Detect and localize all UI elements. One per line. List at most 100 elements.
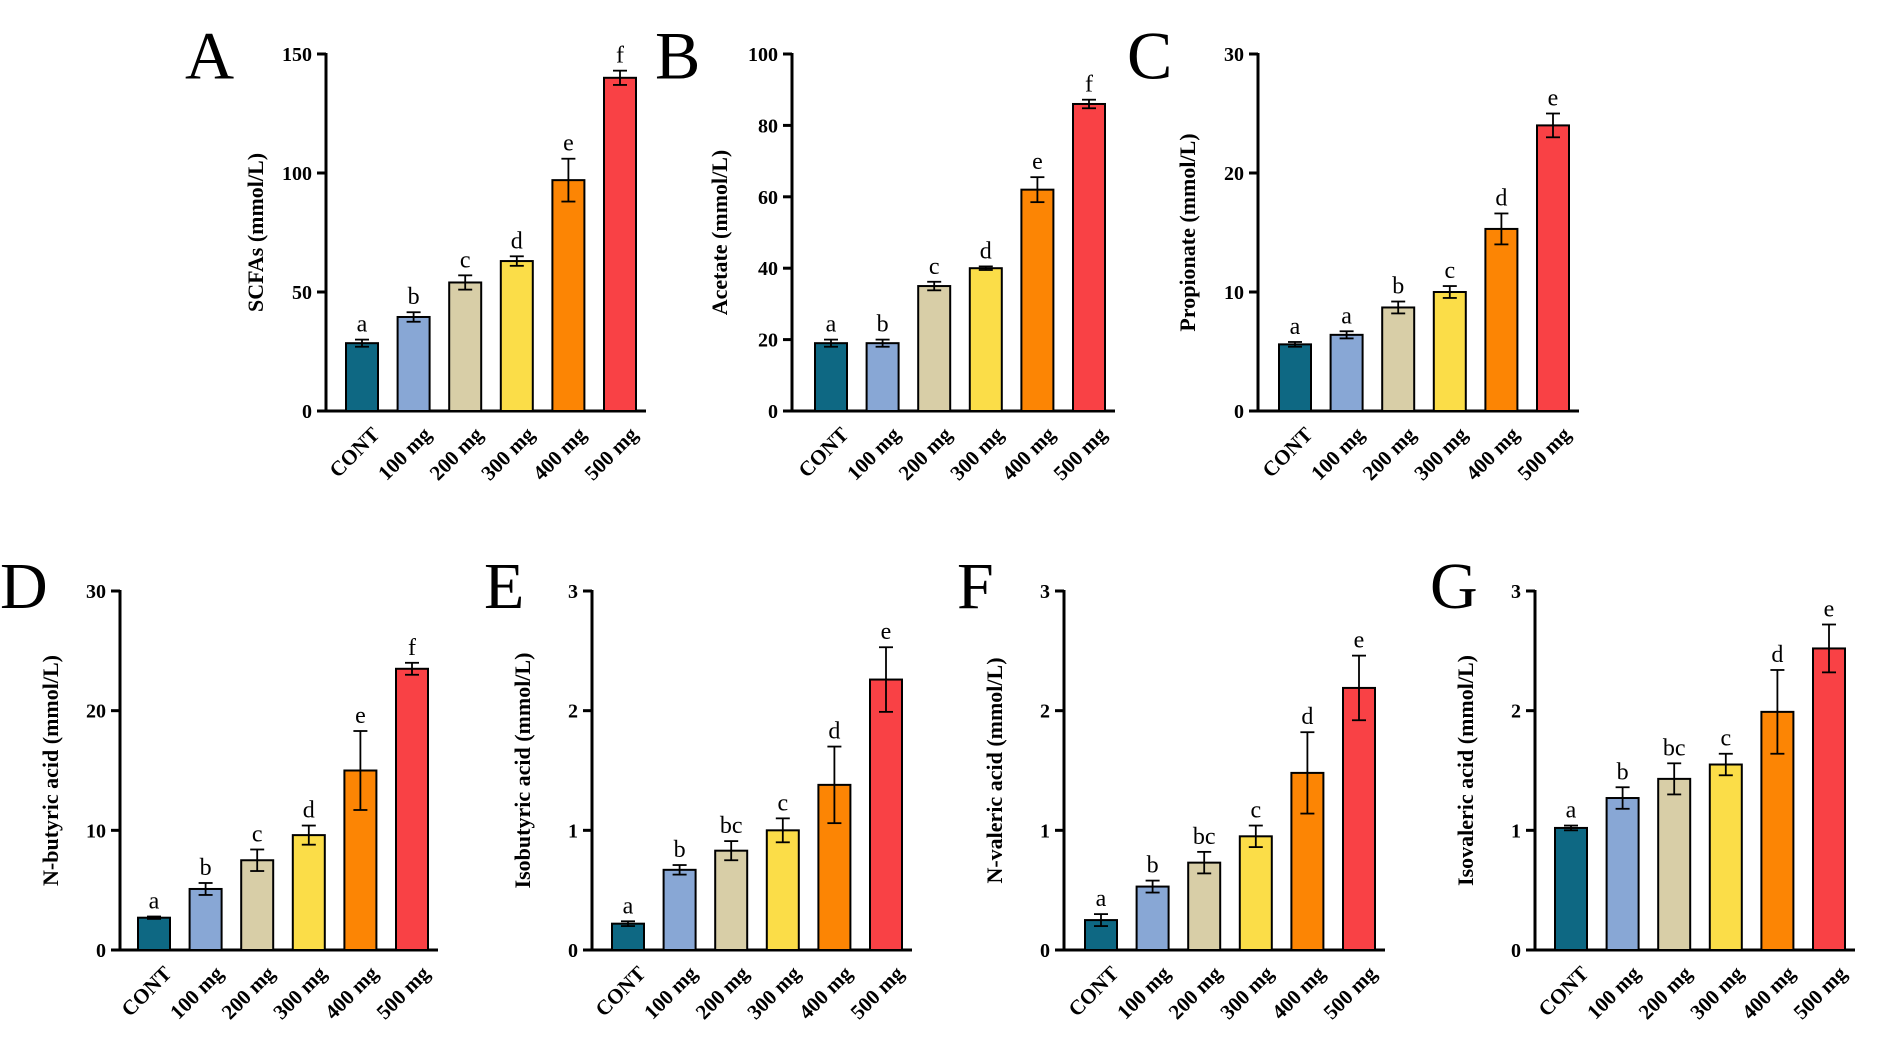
x-tick-label: 400 mg xyxy=(997,422,1060,485)
x-tick-label: 500 mg xyxy=(1789,961,1852,1024)
x-tick-label: 100 mg xyxy=(1582,961,1645,1024)
x-tick-label: CONT xyxy=(116,961,176,1021)
x-tick-label: CONT xyxy=(590,961,650,1021)
x-tick-label: 100 mg xyxy=(1112,961,1175,1024)
significance-letter: d xyxy=(1301,704,1313,730)
significance-letter: a xyxy=(1341,303,1352,329)
significance-letter: e xyxy=(1354,628,1365,654)
panel-letter: F xyxy=(957,550,994,623)
significance-letter: c xyxy=(1720,726,1731,752)
bar-300mg xyxy=(1708,763,1743,951)
x-tick-label: 100 mg xyxy=(842,422,905,485)
bar-400mg xyxy=(551,179,586,412)
y-tick-label: 40 xyxy=(758,258,778,280)
x-tick-label: 200 mg xyxy=(425,422,488,485)
significance-letter: b xyxy=(408,284,420,310)
bar-300mg xyxy=(968,267,1003,413)
bar-200mg xyxy=(1381,306,1416,412)
y-tick-label: 2 xyxy=(1511,701,1521,723)
significance-letter: a xyxy=(1566,798,1577,824)
significance-letter: d xyxy=(1771,642,1783,668)
bar-400mg xyxy=(1020,188,1055,412)
x-tick-label: 400 mg xyxy=(320,961,383,1024)
x-tick-label: 500 mg xyxy=(846,961,909,1024)
bar-cont xyxy=(1554,826,1588,951)
y-tick-label: 0 xyxy=(1234,401,1244,423)
bar-300mg xyxy=(1432,291,1467,412)
x-tick-label: 400 mg xyxy=(1267,961,1330,1024)
significance-letter: e xyxy=(355,703,366,729)
y-tick-label: 2 xyxy=(568,701,578,723)
significance-letter: f xyxy=(616,43,624,69)
significance-letter: d xyxy=(511,228,523,254)
bar-200mg xyxy=(917,285,952,412)
panel-d: D 0 10 20 30 N-butyric acid (mmol/L) a CONT b 100… xyxy=(0,550,438,1024)
bar-200mg xyxy=(240,859,275,951)
bar-500mg xyxy=(1072,102,1106,412)
bar-cont xyxy=(611,922,645,952)
bar-cont xyxy=(1278,343,1312,412)
bar-200mg xyxy=(1657,777,1692,951)
y-tick-label: 1 xyxy=(1040,820,1050,842)
significance-letter: e xyxy=(881,619,892,645)
bar-cont xyxy=(814,342,848,413)
bar-400mg xyxy=(1484,227,1519,412)
significance-letter: c xyxy=(252,821,263,847)
y-axis-title: SCFAs (mmol/L) xyxy=(243,153,268,312)
bar-300mg xyxy=(291,834,326,951)
y-tick-label: 0 xyxy=(568,940,578,962)
significance-letter: c xyxy=(777,790,788,816)
y-axis-title: N-valeric acid (mmol/L) xyxy=(982,657,1007,883)
bar-100mg xyxy=(1605,797,1640,951)
significance-letter: b xyxy=(674,837,686,863)
x-tick-label: 200 mg xyxy=(217,961,280,1024)
significance-letter: b xyxy=(1392,274,1404,300)
x-tick-label: 400 mg xyxy=(528,422,591,485)
y-tick-label: 0 xyxy=(768,401,778,423)
x-tick-label: 500 mg xyxy=(1049,422,1112,485)
x-tick-label: 300 mg xyxy=(476,422,539,485)
significance-letter: c xyxy=(929,254,940,280)
significance-letter: bc xyxy=(720,813,743,839)
x-tick-label: 200 mg xyxy=(1358,422,1421,485)
bar-200mg xyxy=(1187,861,1222,951)
x-tick-label: 200 mg xyxy=(1164,961,1227,1024)
significance-letter: a xyxy=(1096,886,1107,912)
x-tick-label: CONT xyxy=(1063,961,1123,1021)
significance-letter: f xyxy=(1085,72,1093,98)
x-tick-label: 400 mg xyxy=(1461,422,1524,485)
panel-letter: D xyxy=(0,550,48,623)
significance-letter: a xyxy=(826,312,837,338)
bar-100mg xyxy=(662,868,697,951)
y-tick-label: 100 xyxy=(748,44,778,66)
y-tick-label: 3 xyxy=(1040,581,1050,603)
x-tick-label: 300 mg xyxy=(1409,422,1472,485)
panel-letter: C xyxy=(1127,17,1172,93)
y-tick-label: 2 xyxy=(1040,701,1050,723)
y-tick-label: 100 xyxy=(282,163,312,185)
y-tick-label: 0 xyxy=(302,401,312,423)
x-tick-label: 500 mg xyxy=(1319,961,1382,1024)
significance-letter: b xyxy=(200,855,212,881)
bar-100mg xyxy=(188,887,223,951)
x-tick-label: 200 mg xyxy=(894,422,957,485)
x-tick-label: 300 mg xyxy=(945,422,1008,485)
panel-letter: A xyxy=(185,17,234,93)
bar-100mg xyxy=(396,315,431,412)
significance-letter: b xyxy=(1617,759,1629,785)
bar-100mg xyxy=(1135,885,1170,951)
bar-100mg xyxy=(1329,333,1364,412)
significance-letter: a xyxy=(149,888,160,914)
y-axis-title: Acetate (mmol/L) xyxy=(707,150,732,316)
y-axis-title: Isovaleric acid (mmol/L) xyxy=(1453,655,1478,886)
bar-200mg xyxy=(714,849,749,952)
x-tick-label: 100 mg xyxy=(165,961,228,1024)
significance-letter: d xyxy=(980,238,992,264)
bar-500mg xyxy=(1342,686,1376,951)
x-tick-label: 400 mg xyxy=(1737,961,1800,1024)
bar-cont xyxy=(345,342,379,413)
y-tick-label: 0 xyxy=(1511,940,1521,962)
y-tick-label: 1 xyxy=(1511,820,1521,842)
x-tick-label: 400 mg xyxy=(794,961,857,1024)
